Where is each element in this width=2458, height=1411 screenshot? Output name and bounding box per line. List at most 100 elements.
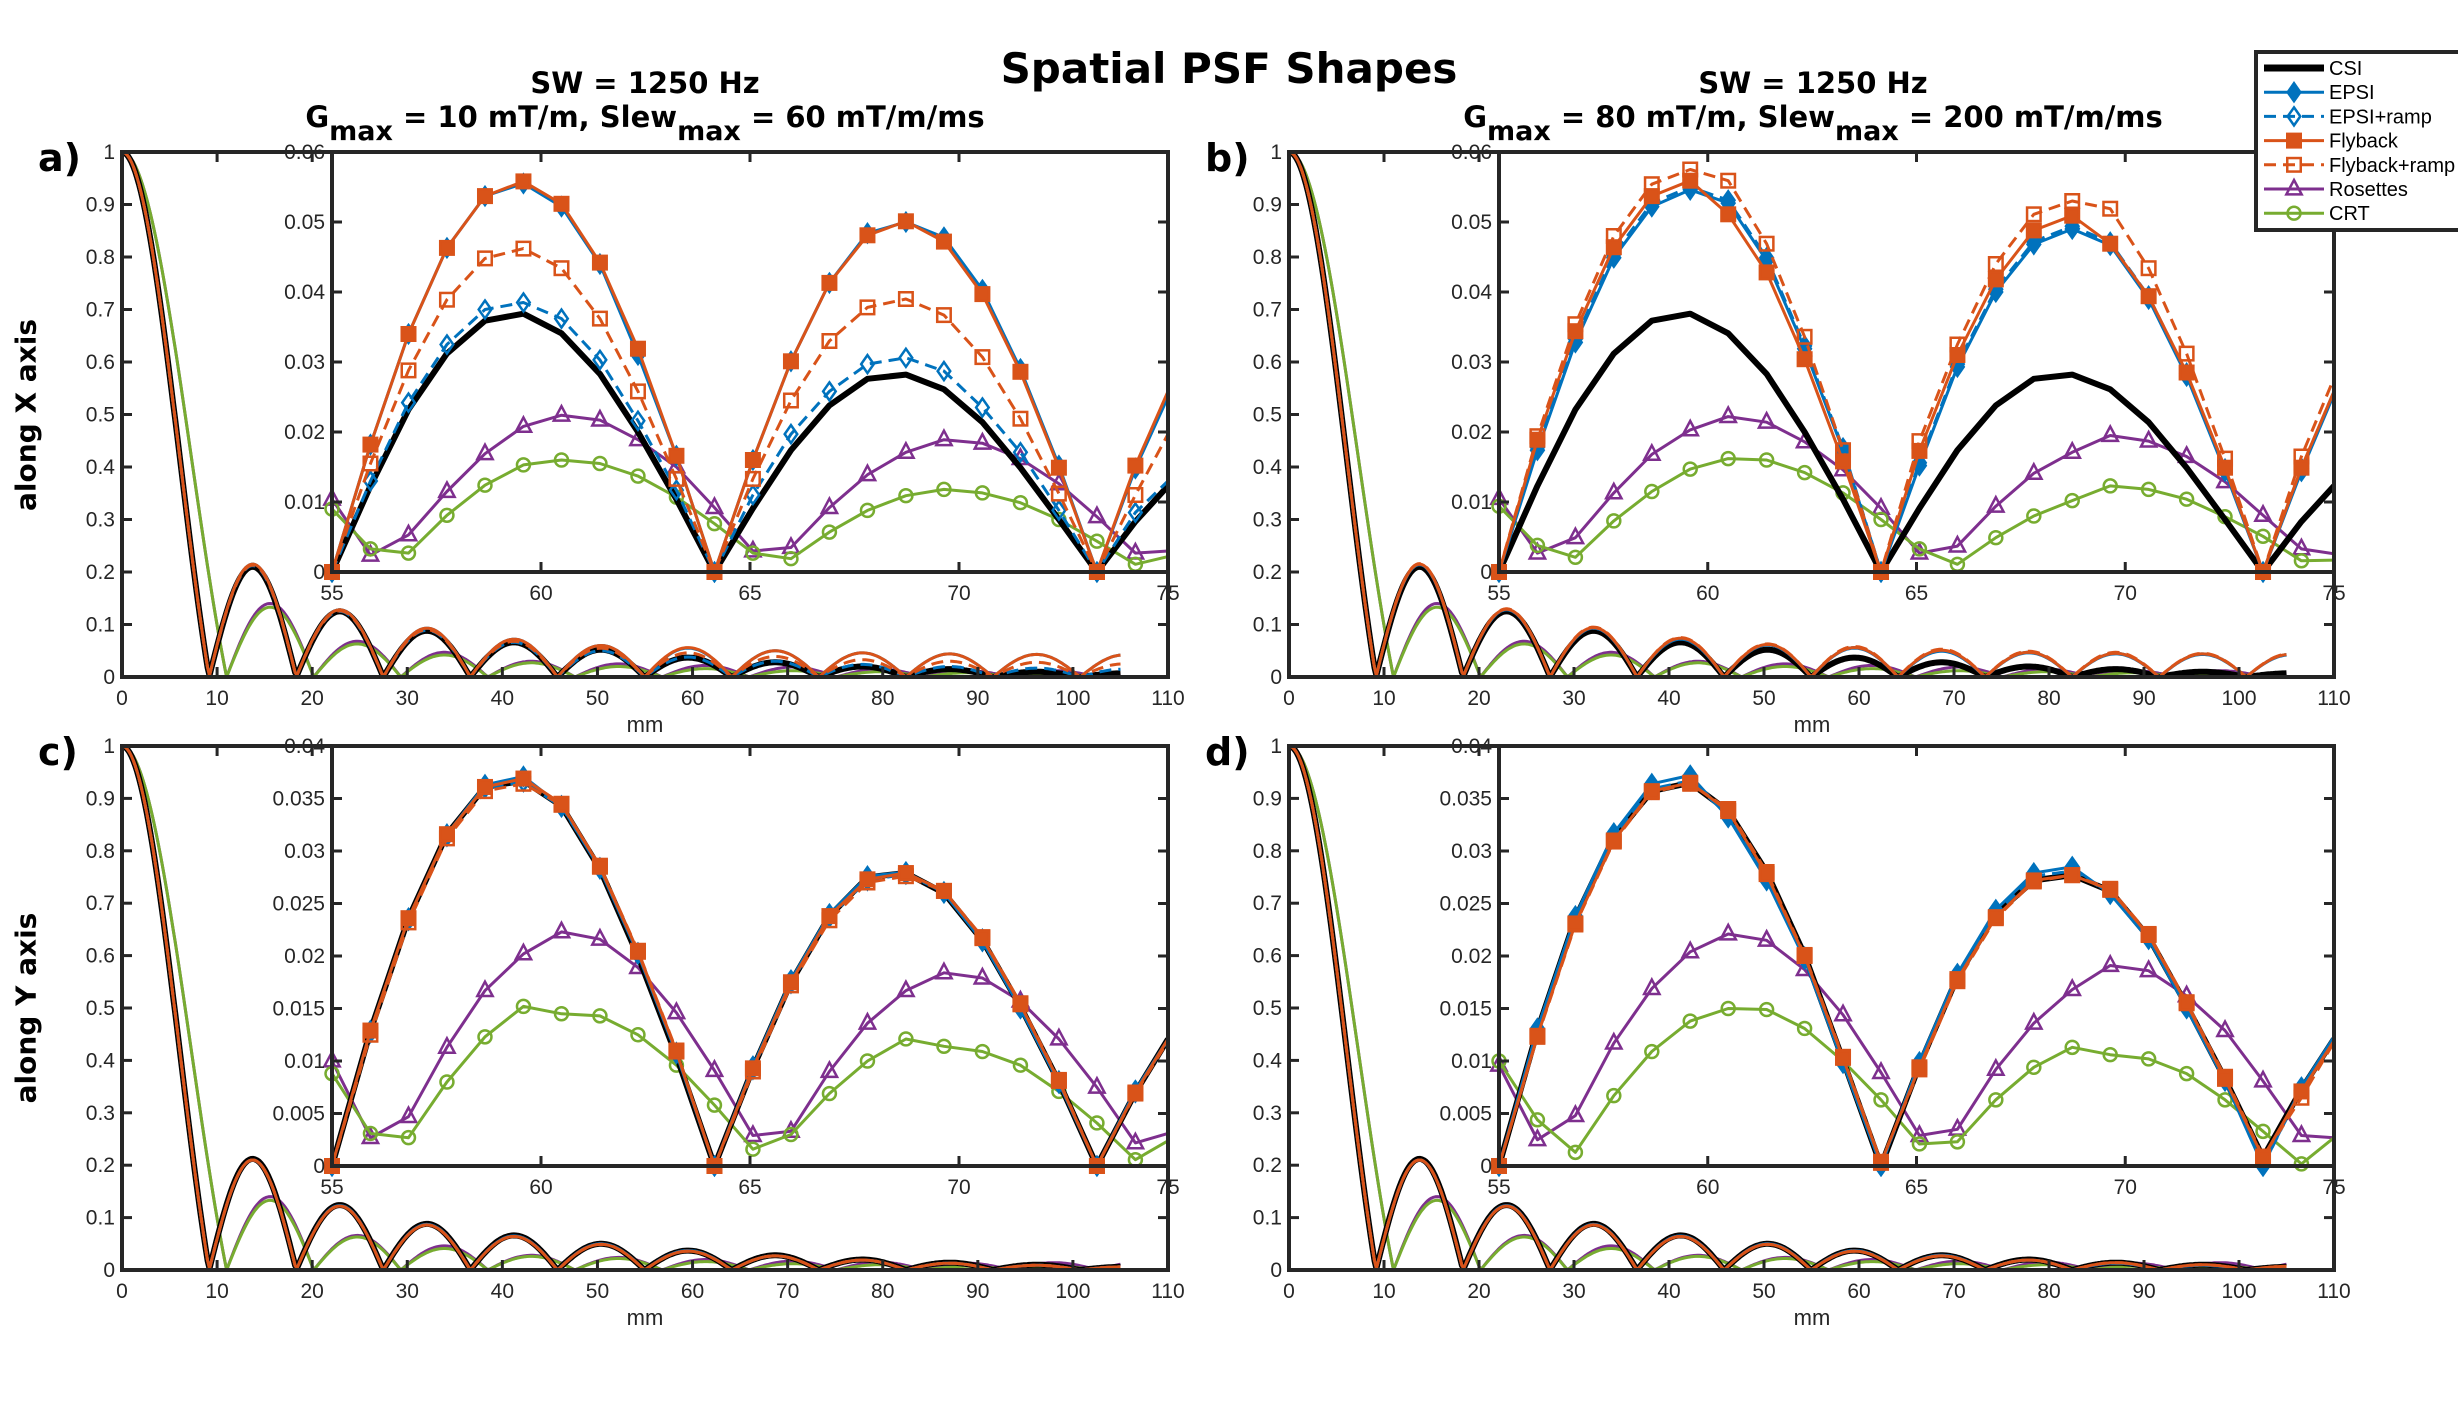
data-point-flyback (1529, 431, 1546, 448)
y-tick-label: 0.03 (1451, 840, 1492, 863)
x-tick-label: 40 (1657, 1280, 1680, 1303)
data-point-flyback (935, 882, 952, 899)
legend-marker-crt (2286, 205, 2302, 221)
data-point-rosettes (2215, 1018, 2235, 1038)
y-tick-label: 0 (103, 1259, 115, 1282)
y-tick-label: 0.04 (1451, 735, 1492, 758)
data-point-flyback-ramp (821, 333, 838, 349)
data-point-rosettes (819, 495, 840, 515)
data-point-crt (1644, 483, 1660, 500)
inset-series-crt (1491, 1000, 2334, 1172)
data-point-rosettes (2138, 429, 2159, 448)
column-b-title-line1: SW = 1250 Hz (1698, 66, 1928, 100)
data-point-rosettes (1049, 1027, 1069, 1046)
data-point-flyback-ramp (1758, 235, 1775, 252)
y-tick-label: 0 (1270, 1259, 1282, 1282)
x-tick-label: 100 (2221, 1280, 2256, 1303)
data-point-rosettes (398, 523, 419, 542)
x-tick-label: 100 (1055, 687, 1090, 710)
data-point-crt (2064, 492, 2080, 509)
y-tick-label: 0.9 (1253, 194, 1282, 217)
data-point-crt (1529, 1112, 1546, 1128)
data-point-rosettes (360, 1125, 381, 1145)
data-point-flyback (668, 447, 685, 464)
data-point-flyback (1835, 453, 1852, 470)
x-tick-label: 65 (738, 1176, 761, 1199)
data-point-crt (1758, 1001, 1775, 1018)
y-tick-label: 0.7 (86, 299, 115, 322)
y-tick-label: 0.04 (284, 281, 325, 304)
x-tick-label: 110 (2317, 687, 2350, 710)
data-point-flyback (2178, 995, 2195, 1012)
data-point-epsi-ramp (477, 298, 493, 321)
y-tick-label: 0.3 (1253, 1102, 1282, 1125)
y-tick-label: 0.7 (1253, 299, 1282, 322)
main-plot-lines (122, 152, 1122, 677)
data-point-flyback (1720, 803, 1737, 820)
data-point-epsi (2025, 233, 2042, 256)
x-tick-label: 75 (2322, 1176, 2345, 1199)
data-point-crt (1529, 537, 1546, 554)
x-tick-label: 65 (1905, 1176, 1928, 1199)
main-series-crt (122, 152, 1121, 677)
y-tick-label: 0.01 (284, 1050, 325, 1073)
data-point-crt (1720, 450, 1736, 467)
inset-series-flyback (1491, 774, 2334, 1174)
x-tick-label: 70 (947, 1176, 970, 1199)
data-point-rosettes (551, 920, 572, 939)
x-tick-label: 10 (205, 687, 228, 710)
inset-line-rosettes (330, 413, 1168, 557)
data-point-crt (2255, 528, 2271, 545)
y-tick-label: 0.04 (284, 735, 325, 758)
inset-line-rosettes (1497, 415, 2334, 556)
legend-marker-flyback-ramp (2286, 156, 2302, 173)
y-tick-label: 0.7 (86, 892, 115, 915)
data-point-flyback (1682, 172, 1699, 189)
x-tick-label: 40 (1657, 687, 1680, 710)
data-point-flyback (859, 227, 876, 244)
data-point-flyback (1050, 1072, 1067, 1089)
data-point-crt (553, 452, 570, 468)
data-point-flyback (1949, 971, 1966, 988)
data-point-epsi-ramp (592, 348, 608, 372)
data-point-rosettes (1680, 940, 1700, 959)
data-point-crt (400, 1129, 417, 1146)
x-tick-label: 70 (947, 582, 970, 605)
data-point-flyback-ramp (2178, 345, 2195, 362)
inset-axes-box (1497, 150, 2336, 574)
data-point-crt (783, 550, 799, 567)
y-tick-label: 0.3 (1253, 509, 1282, 532)
data-point-rosettes (475, 978, 495, 998)
y-tick-label: 0.8 (1253, 246, 1282, 269)
data-point-epsi-ramp (898, 346, 914, 369)
data-point-flyback-ramp (591, 310, 608, 327)
data-point-rosettes (1642, 976, 1662, 996)
data-point-flyback (668, 1043, 685, 1060)
data-point-flyback (935, 233, 952, 250)
data-point-rosettes (551, 403, 572, 422)
data-point-flyback (1987, 909, 2004, 926)
y-tick-label: 0.2 (1253, 561, 1282, 584)
data-point-flyback-ramp (2025, 206, 2042, 223)
x-tick-label: 0 (116, 1280, 128, 1303)
x-tick-label: 80 (2037, 1280, 2060, 1303)
data-point-crt (898, 1031, 914, 1047)
inset-series-crt (324, 452, 1168, 573)
data-point-crt (553, 1006, 570, 1022)
y-tick-label: 0.05 (1451, 211, 1492, 234)
y-tick-label: 0.7 (1253, 892, 1282, 915)
data-point-crt (1012, 494, 1029, 511)
data-point-flyback (821, 274, 838, 291)
inset-axes-box (330, 744, 1170, 1168)
data-point-flyback-ramp (438, 291, 455, 308)
data-point-flyback (1605, 832, 1622, 849)
data-point-flyback (1127, 1084, 1144, 1101)
inset-series-flyback (324, 770, 1168, 1174)
data-point-flyback (2140, 288, 2157, 305)
inset-background (332, 746, 1168, 1166)
data-point-crt (630, 1027, 646, 1043)
x-tick-label: 60 (1847, 687, 1870, 710)
legend-entry-rosettes: Rosettes (2264, 177, 2408, 201)
data-point-crt (1567, 549, 1584, 566)
data-point-epsi-ramp (1051, 499, 1067, 522)
